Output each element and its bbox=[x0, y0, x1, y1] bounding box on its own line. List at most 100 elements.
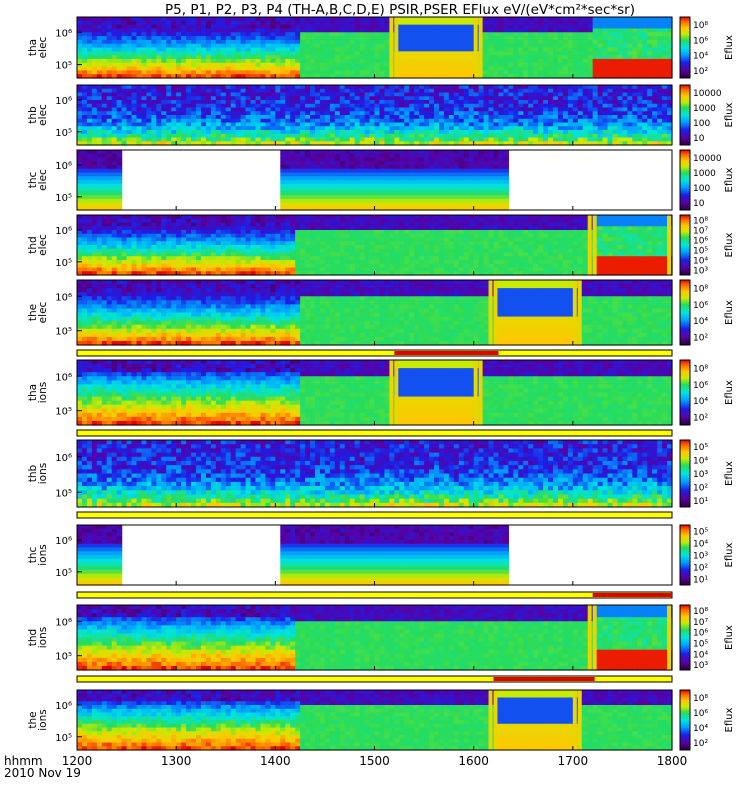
spec-cell bbox=[414, 24, 420, 30]
spec-cell bbox=[310, 165, 316, 170]
spec-cell bbox=[106, 88, 113, 94]
spec-cell bbox=[349, 187, 356, 192]
spec-cell bbox=[523, 47, 529, 52]
spec-cell bbox=[627, 111, 633, 116]
spec-cell bbox=[290, 32, 296, 37]
spec-cell bbox=[339, 51, 346, 56]
spec-cell bbox=[468, 176, 475, 181]
spec-cell bbox=[275, 122, 281, 127]
colorbar-label: Eflux bbox=[724, 35, 735, 60]
spec-cell bbox=[513, 47, 519, 52]
spec-cell bbox=[270, 103, 276, 109]
spec-cell bbox=[478, 157, 485, 162]
spec-cell bbox=[374, 161, 381, 166]
spec-cell bbox=[652, 66, 658, 71]
spec-cell bbox=[319, 100, 326, 105]
spec-cell bbox=[324, 118, 331, 124]
spec-cell bbox=[657, 100, 663, 105]
spec-cell bbox=[310, 187, 316, 192]
spec-cell bbox=[329, 133, 336, 139]
spec-cell bbox=[384, 55, 390, 60]
spec-cell bbox=[597, 28, 604, 33]
spec-cell bbox=[448, 191, 455, 196]
spec-cell bbox=[295, 157, 301, 162]
spec-cell bbox=[354, 165, 361, 170]
spec-cell bbox=[443, 165, 450, 170]
spec-cell bbox=[518, 85, 524, 90]
spec-cell bbox=[91, 122, 98, 127]
spec-cell bbox=[265, 126, 271, 131]
spec-cell bbox=[607, 32, 614, 37]
spec-cell bbox=[220, 137, 227, 142]
spec-cell bbox=[607, 141, 614, 146]
spec-cell bbox=[191, 55, 197, 60]
spec-cell bbox=[557, 122, 564, 127]
spec-cell bbox=[458, 130, 465, 135]
spec-cell bbox=[364, 141, 371, 146]
spec-cell bbox=[399, 150, 405, 155]
spec-cell bbox=[498, 74, 505, 79]
spec-cell bbox=[543, 36, 549, 41]
spec-cell bbox=[404, 195, 410, 200]
spec-cell bbox=[305, 180, 311, 185]
spec-cell bbox=[443, 39, 450, 45]
spec-cell bbox=[463, 150, 470, 155]
spec-cell bbox=[215, 103, 222, 109]
spec-cell bbox=[191, 141, 197, 146]
spec-cell bbox=[121, 100, 128, 105]
spec-cell bbox=[394, 141, 400, 146]
spec-cell bbox=[523, 130, 529, 135]
spec-cell bbox=[483, 126, 490, 131]
spec-cell bbox=[116, 157, 123, 162]
spec-cell bbox=[478, 96, 485, 101]
spec-cell bbox=[419, 141, 425, 146]
spec-cell bbox=[359, 133, 366, 139]
spec-cell bbox=[111, 195, 118, 200]
spec-cell bbox=[394, 122, 400, 127]
spec-cell bbox=[667, 43, 673, 49]
spec-cell bbox=[488, 153, 495, 159]
spec-cell bbox=[196, 28, 202, 33]
spec-cell bbox=[453, 172, 460, 177]
spec-cell bbox=[344, 183, 351, 189]
spec-cell bbox=[290, 74, 296, 79]
spec-cell bbox=[329, 66, 336, 71]
spec-cell bbox=[315, 172, 321, 177]
spec-cell bbox=[488, 111, 495, 116]
spec-cell bbox=[349, 28, 356, 33]
spec-cell bbox=[463, 180, 470, 185]
spec-cell bbox=[126, 115, 133, 120]
spec-cell bbox=[334, 118, 341, 124]
spec-cell bbox=[91, 141, 98, 146]
spec-cell bbox=[443, 43, 450, 49]
spec-cell bbox=[270, 92, 276, 97]
spec-cell bbox=[349, 58, 356, 64]
spec-cell bbox=[414, 85, 420, 90]
spec-cell bbox=[310, 55, 316, 60]
spec-cell bbox=[364, 118, 371, 124]
spec-cell bbox=[329, 47, 336, 52]
spec-cell bbox=[300, 24, 306, 30]
spec-cell bbox=[453, 43, 460, 49]
spec-cell bbox=[116, 256, 123, 261]
spec-cell bbox=[91, 47, 98, 52]
spec-cell bbox=[285, 150, 291, 155]
spec-cell bbox=[458, 17, 465, 22]
spec-cell bbox=[86, 62, 93, 68]
spec-cell bbox=[533, 141, 539, 146]
spec-cell bbox=[478, 165, 485, 170]
spec-cell bbox=[419, 51, 425, 56]
spec-cell bbox=[81, 202, 88, 207]
spec-cell bbox=[622, 47, 628, 52]
spec-cell bbox=[319, 206, 326, 211]
spec-cell bbox=[339, 115, 346, 120]
spec-cell bbox=[597, 130, 604, 135]
spec-cell bbox=[597, 58, 604, 64]
spec-cell bbox=[622, 126, 628, 131]
spec-cell bbox=[265, 43, 271, 49]
spec-cell bbox=[622, 107, 628, 112]
spec-cell bbox=[191, 85, 197, 90]
spec-cell bbox=[483, 195, 490, 200]
spec-cell bbox=[171, 133, 177, 139]
spec-cell bbox=[81, 230, 88, 235]
